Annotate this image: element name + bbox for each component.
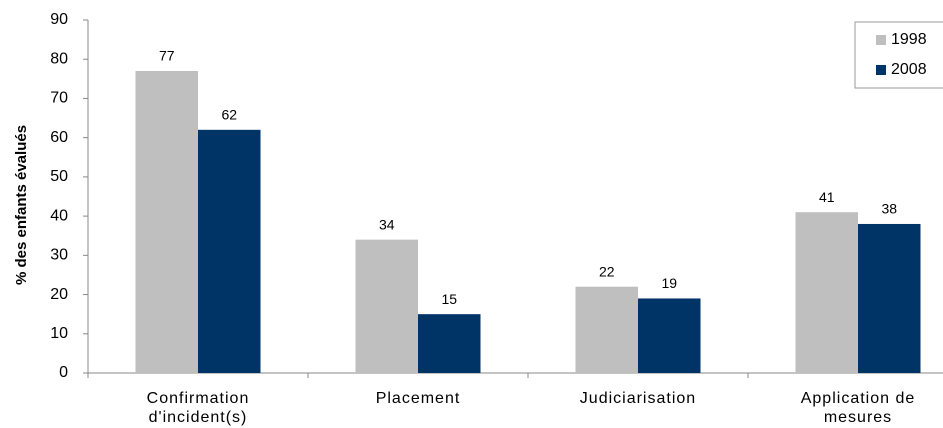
bar — [135, 70, 198, 373]
y-tick-label: 70 — [50, 90, 68, 107]
value-label: 77 — [159, 48, 175, 64]
y-tick-label: 80 — [50, 50, 68, 67]
y-tick-label: 90 — [50, 11, 68, 28]
value-label: 15 — [441, 291, 457, 307]
bar — [858, 223, 921, 373]
legend-label: 1998 — [891, 31, 927, 48]
value-label: 38 — [881, 201, 897, 217]
y-tick-label: 50 — [50, 168, 68, 185]
x-tick-label: Placement — [375, 390, 461, 407]
x-tick-label: Confirmation d'incident(s) — [146, 390, 250, 426]
y-tick-label: 0 — [59, 364, 68, 381]
y-axis-label: % des enfants évalués — [13, 125, 30, 285]
bar — [198, 129, 261, 373]
x-tick-label: Judiciarisation — [579, 390, 697, 407]
bar — [575, 286, 638, 373]
y-tick-label: 30 — [50, 247, 68, 264]
y-tick-label: 20 — [50, 286, 68, 303]
legend-box — [854, 21, 943, 89]
value-label: 62 — [221, 107, 237, 123]
x-tick-label: Application de mesures — [800, 390, 916, 426]
legend-swatch — [876, 35, 886, 45]
legend-swatch — [876, 65, 886, 75]
value-label: 19 — [661, 275, 677, 291]
bar — [795, 212, 858, 373]
value-label: 22 — [599, 263, 615, 279]
bar — [418, 314, 481, 373]
y-tick-label: 40 — [50, 207, 68, 224]
y-tick-label: 10 — [50, 325, 68, 342]
y-tick-label: 60 — [50, 129, 68, 146]
bar — [638, 298, 701, 373]
value-label: 41 — [819, 189, 835, 205]
bar — [355, 239, 418, 373]
value-label: 34 — [379, 216, 395, 232]
legend-label: 2008 — [891, 61, 927, 78]
